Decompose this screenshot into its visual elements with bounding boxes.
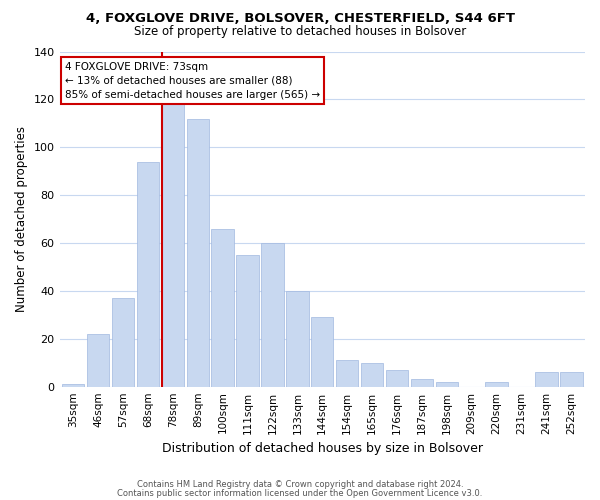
Bar [261,243,284,386]
Bar [87,334,109,386]
Bar [137,162,159,386]
Bar [62,384,85,386]
Bar [112,298,134,386]
Bar [436,382,458,386]
Text: 4, FOXGLOVE DRIVE, BOLSOVER, CHESTERFIELD, S44 6FT: 4, FOXGLOVE DRIVE, BOLSOVER, CHESTERFIEL… [86,12,515,26]
Bar [560,372,583,386]
Bar [236,255,259,386]
Bar [211,228,234,386]
Bar [361,362,383,386]
Bar [386,370,408,386]
Text: Size of property relative to detached houses in Bolsover: Size of property relative to detached ho… [134,25,466,38]
Bar [485,382,508,386]
Bar [535,372,557,386]
Bar [286,291,308,386]
Text: Contains public sector information licensed under the Open Government Licence v3: Contains public sector information licen… [118,488,482,498]
Bar [311,318,334,386]
Bar [336,360,358,386]
Bar [187,118,209,386]
Bar [410,380,433,386]
X-axis label: Distribution of detached houses by size in Bolsover: Distribution of detached houses by size … [162,442,483,455]
Bar [161,104,184,387]
Text: 4 FOXGLOVE DRIVE: 73sqm
← 13% of detached houses are smaller (88)
85% of semi-de: 4 FOXGLOVE DRIVE: 73sqm ← 13% of detache… [65,62,320,100]
Text: Contains HM Land Registry data © Crown copyright and database right 2024.: Contains HM Land Registry data © Crown c… [137,480,463,489]
Y-axis label: Number of detached properties: Number of detached properties [15,126,28,312]
